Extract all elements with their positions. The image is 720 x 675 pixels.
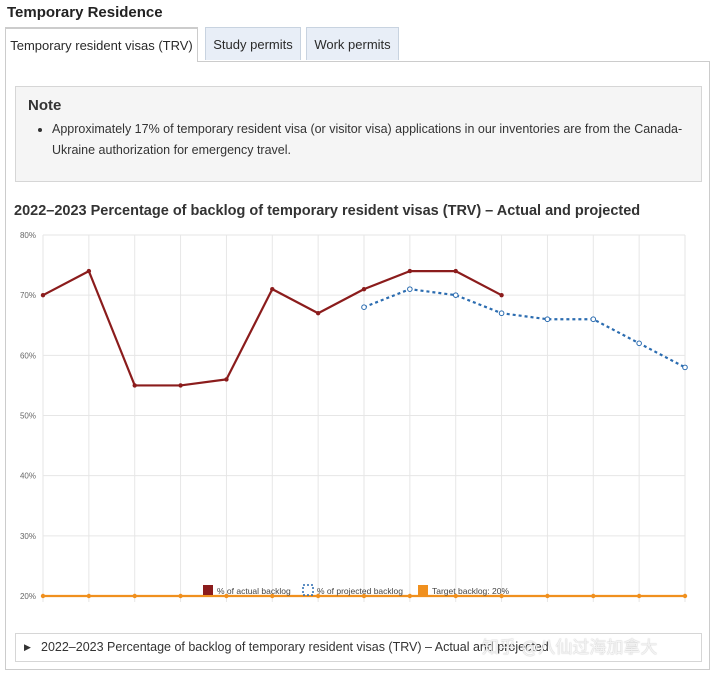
data-point-2 [315, 593, 321, 599]
data-point-1 [361, 304, 367, 310]
data-point-2 [682, 593, 688, 599]
data-point-1 [498, 310, 505, 317]
y-tick-label: 50% [20, 412, 36, 421]
legend-swatch [418, 585, 428, 595]
note-list: Approximately 17% of temporary resident … [16, 119, 692, 161]
expand-triangle-icon: ▶ [24, 642, 31, 652]
data-point-0 [178, 383, 183, 388]
legend-swatch [302, 584, 314, 596]
data-point-2 [591, 593, 596, 599]
data-point-1 [636, 340, 642, 347]
legend-label: % of projected backlog [317, 586, 403, 596]
y-tick-label: 60% [20, 351, 36, 360]
y-tick-label: 80% [20, 231, 36, 240]
data-point-2 [40, 593, 46, 599]
legend-label: % of actual backlog [217, 586, 291, 596]
y-tick-label: 20% [20, 592, 36, 601]
data-point-2 [545, 593, 550, 599]
data-point-0 [224, 377, 229, 382]
data-point-1 [682, 364, 688, 371]
note-box: Note Approximately 17% of temporary resi… [15, 86, 702, 182]
line-chart: 15%20%30%40%50%60%70%80%Jan 22Feb 22Mar … [20, 231, 688, 602]
data-point-0 [407, 268, 413, 274]
section-title: Temporary Residence [7, 4, 163, 21]
data-point-1 [544, 316, 551, 323]
data-point-0 [453, 268, 458, 274]
data-point-0 [361, 286, 367, 292]
data-point-2 [86, 593, 92, 599]
data-point-0 [132, 383, 137, 388]
data-point-2 [224, 593, 229, 599]
tab-panel: Note Approximately 17% of temporary resi… [5, 61, 710, 670]
data-point-2 [132, 593, 137, 599]
data-table-toggle[interactable]: ▶ 2022–2023 Percentage of backlog of tem… [15, 633, 702, 662]
data-point-2 [499, 593, 504, 599]
chart-title: 2022–2023 Percentage of backlog of tempo… [14, 203, 641, 219]
data-point-2 [361, 593, 367, 599]
data-point-0 [499, 292, 504, 298]
data-point-0 [315, 311, 321, 316]
data-point-1 [407, 286, 413, 292]
data-point-2 [178, 593, 183, 599]
series-line-1 [363, 288, 686, 369]
y-tick-label: 40% [20, 472, 36, 481]
tab-study-permits[interactable]: Study permits [205, 27, 301, 60]
data-table-toggle-label: 2022–2023 Percentage of backlog of tempo… [41, 640, 549, 654]
tab-work-permits[interactable]: Work permits [306, 27, 399, 60]
note-title: Note [28, 97, 62, 114]
data-point-2 [270, 593, 275, 599]
data-point-0 [86, 268, 92, 274]
data-point-1 [452, 292, 459, 298]
data-point-0 [270, 286, 275, 292]
legend-label: Target backlog: 20% [432, 586, 509, 596]
note-item: Approximately 17% of temporary resident … [52, 119, 692, 161]
data-point-0 [40, 292, 46, 298]
y-tick-label: 30% [20, 532, 36, 541]
data-point-2 [453, 593, 458, 599]
legend-swatch [203, 585, 213, 595]
data-point-1 [590, 316, 597, 323]
y-tick-label: 70% [20, 291, 36, 300]
tab-trv[interactable]: Temporary resident visas (TRV) [5, 27, 198, 62]
data-point-2 [407, 593, 413, 599]
data-point-2 [636, 593, 642, 599]
